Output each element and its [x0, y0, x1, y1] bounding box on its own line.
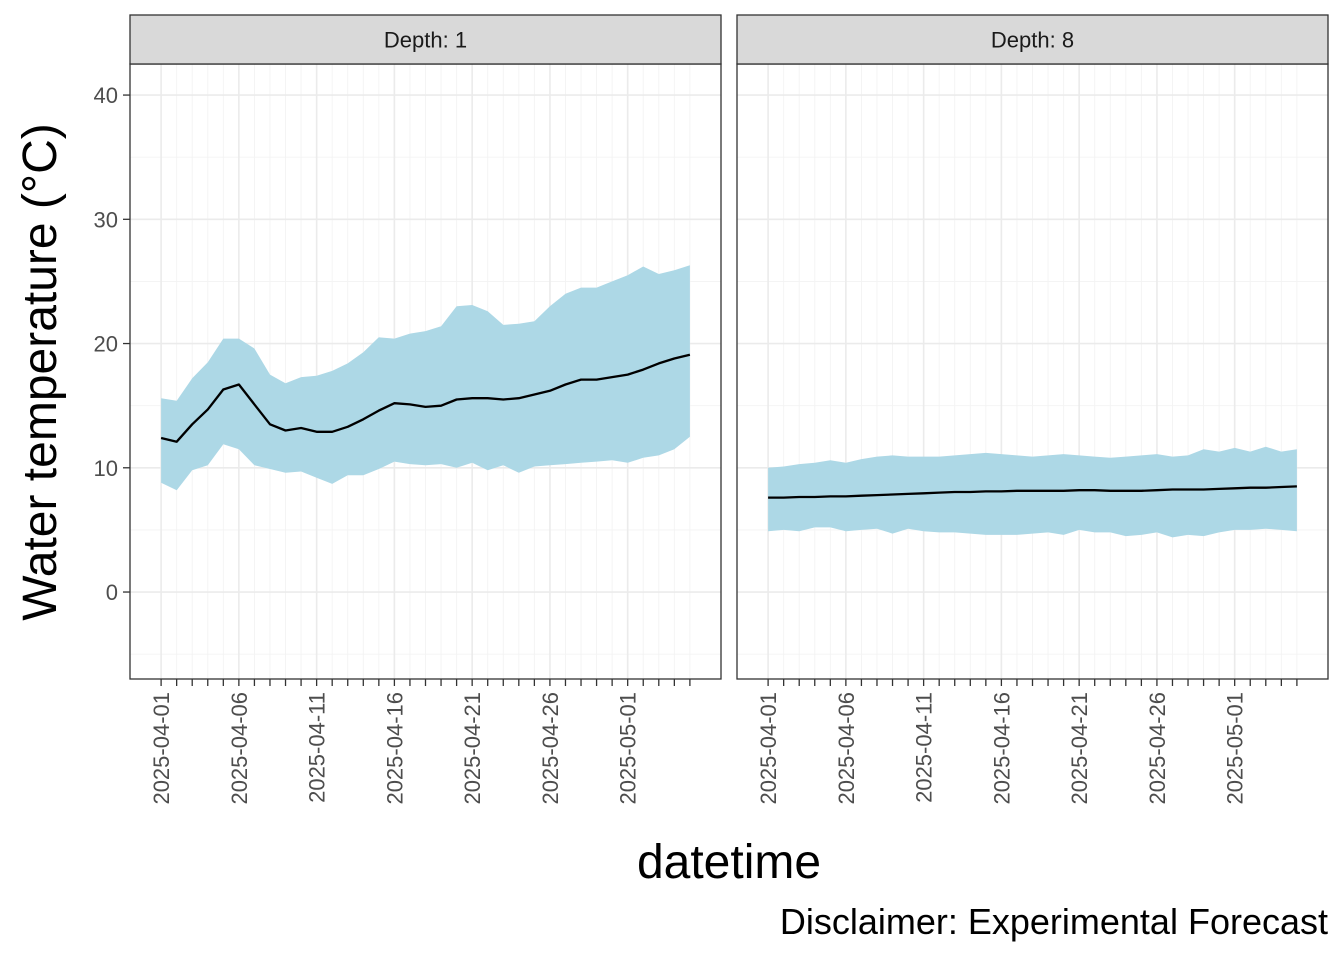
- x-tick-label: 2025-04-16: [989, 692, 1014, 805]
- x-tick-label: 2025-04-11: [912, 692, 937, 803]
- mean-forecast-line: [160, 353, 691, 443]
- mean-forecast-line: [768, 485, 1297, 499]
- panels-layer: Depth: 1 2025-04-01 2025-04-06 2025-04-11 20…: [94, 14, 1329, 805]
- x-tick-label: 2025-04-01: [149, 692, 174, 805]
- facet-strip: [129, 14, 722, 65]
- facet-strip-label: Depth: 1: [384, 28, 467, 53]
- facet-strip-label: Depth: 8: [991, 28, 1074, 53]
- x-tick-label: 2025-05-01: [616, 692, 641, 805]
- panel-1: Depth: 1 2025-04-01 2025-04-06 2025-04-11 20…: [94, 14, 722, 805]
- x-tick-label: 2025-04-21: [460, 692, 485, 805]
- x-tick-label: 2025-05-01: [1223, 692, 1248, 805]
- x-tick-label: 2025-04-06: [834, 692, 859, 805]
- y-tick-label: 40: [94, 83, 118, 108]
- x-tick-label: 2025-04-16: [382, 692, 407, 805]
- facet-strip: [736, 14, 1329, 65]
- x-tick-label: 2025-04-21: [1067, 692, 1092, 805]
- chart-caption: Disclaimer: Experimental Forecast: [780, 901, 1328, 942]
- x-tick-label: 2025-04-01: [756, 692, 781, 805]
- y-tick-label: 30: [94, 207, 118, 232]
- x-tick-label: 2025-04-26: [1145, 692, 1170, 805]
- y-tick-label: 0: [106, 580, 118, 605]
- y-tick-label: 10: [94, 456, 118, 481]
- y-axis-title: Water temperature (°C): [14, 123, 67, 621]
- x-tick-label: 2025-04-26: [538, 692, 563, 805]
- y-tick-label: 20: [94, 332, 118, 357]
- x-tick-label: 2025-04-06: [227, 692, 252, 805]
- confidence-band: [161, 265, 690, 491]
- x-tick-label: 2025-04-11: [305, 692, 330, 803]
- x-axis-title: datetime: [637, 836, 821, 889]
- panel-2: Depth: 8 2025-04-01 2025-04-06 2025-04-11 20…: [736, 14, 1329, 805]
- confidence-band: [768, 446, 1297, 538]
